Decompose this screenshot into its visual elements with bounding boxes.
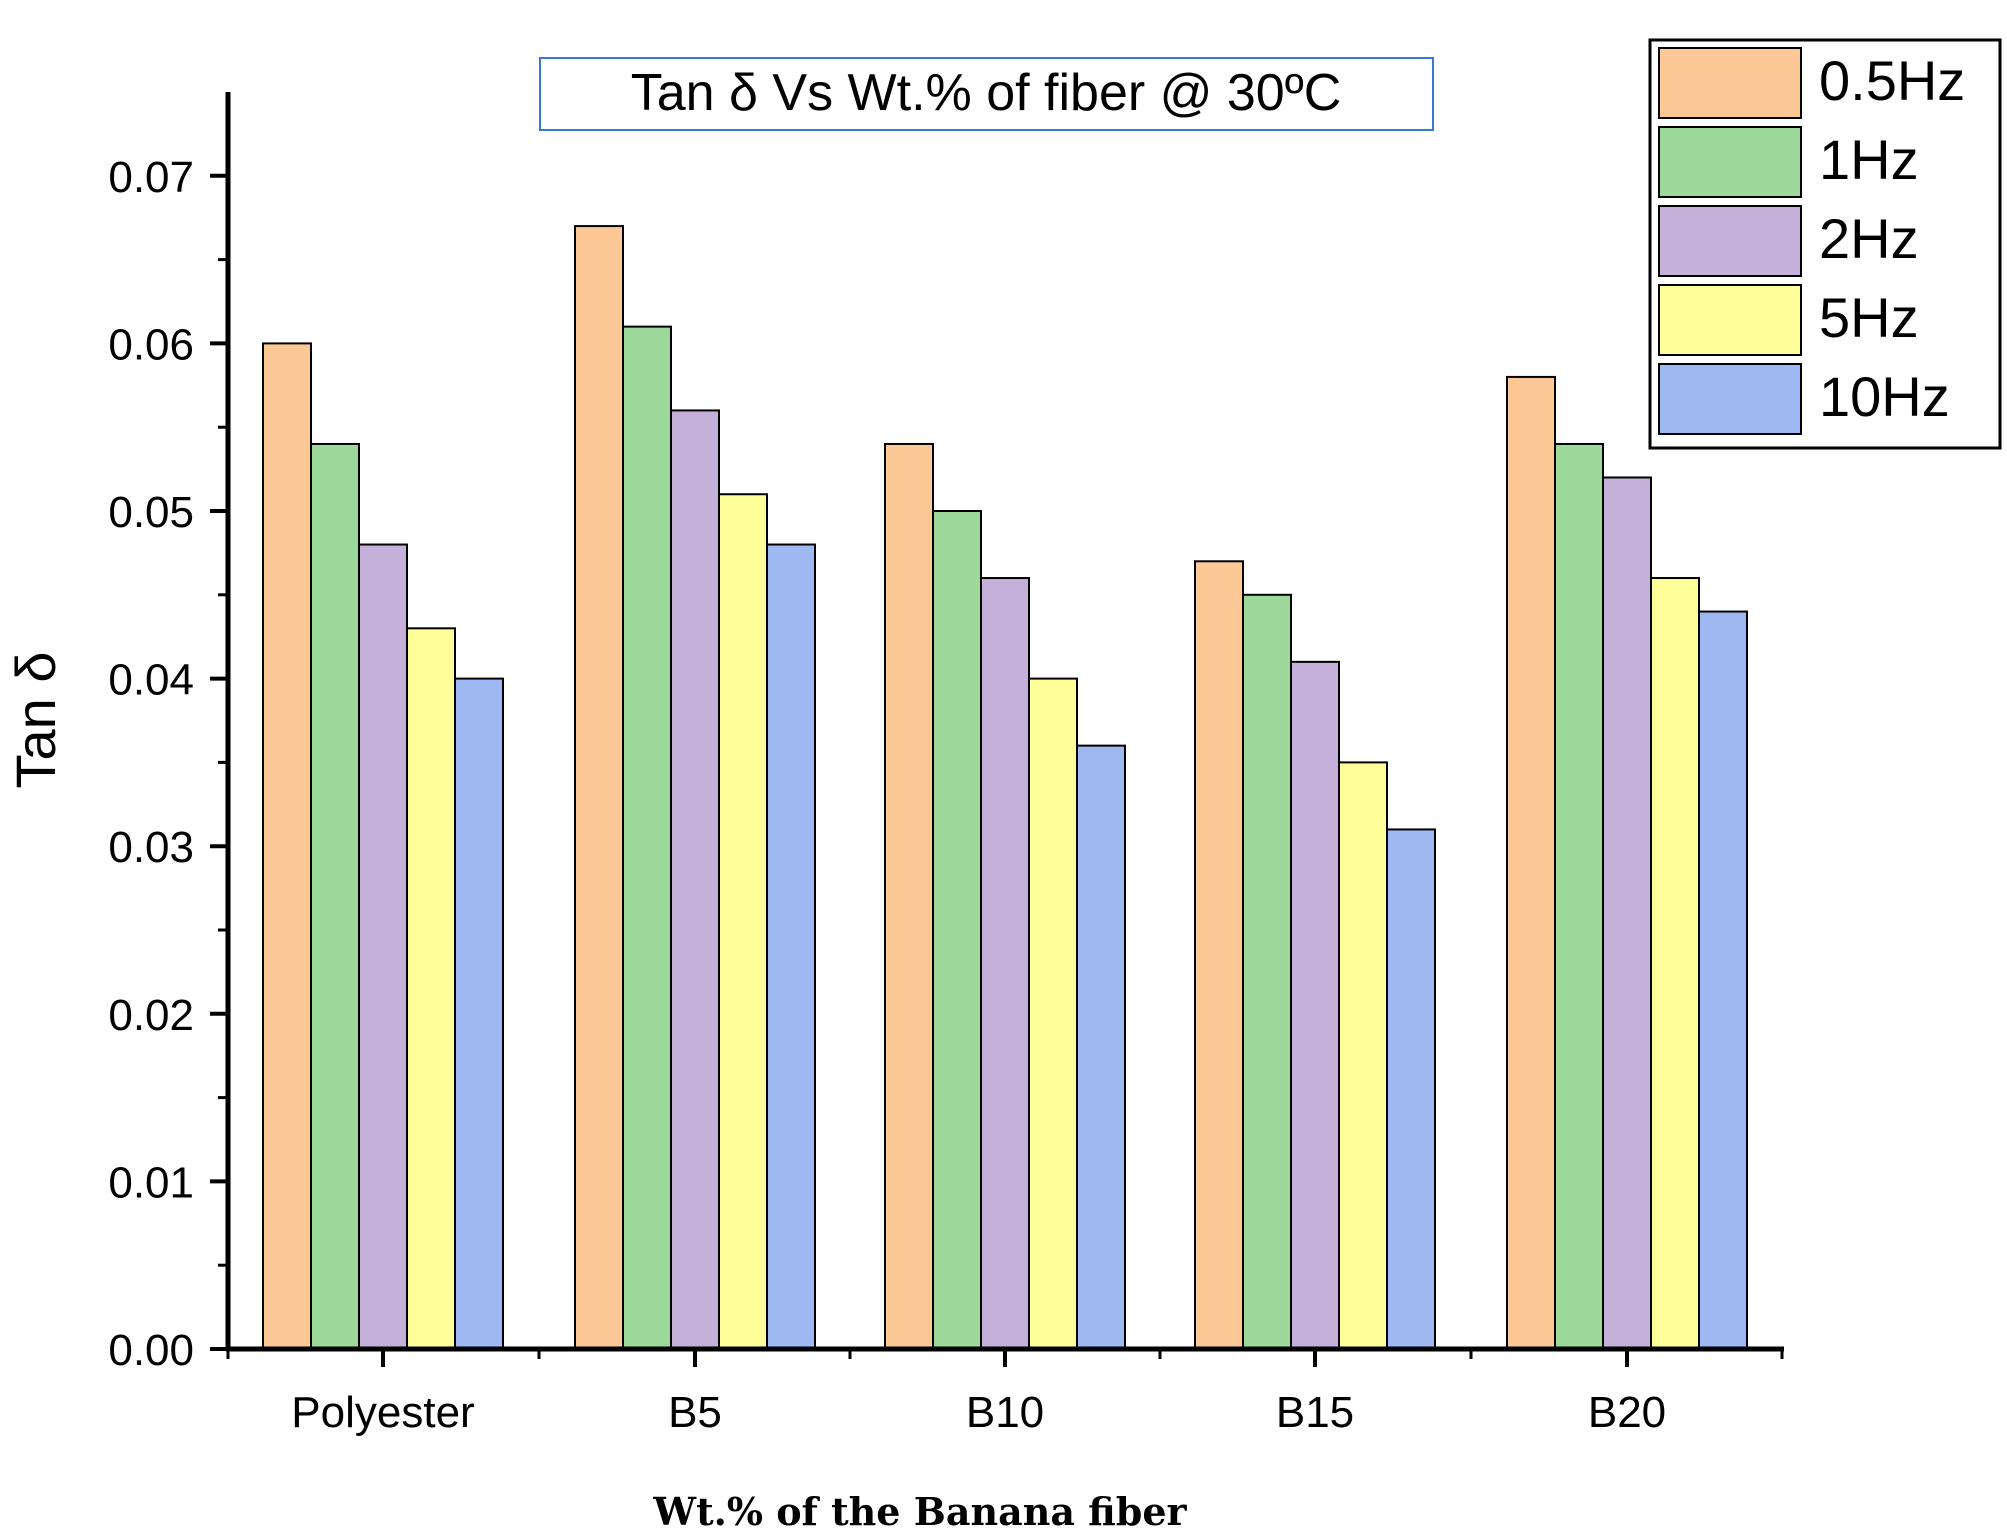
bars-layer xyxy=(262,225,1748,1351)
legend-label: 5Hz xyxy=(1819,286,1919,349)
bar-b20-10hz xyxy=(1698,610,1748,1350)
x-tick-label: B20 xyxy=(1588,1388,1666,1437)
legend-swatch-2hz xyxy=(1658,205,1802,277)
bar-b5-2hz xyxy=(670,409,720,1350)
y-tick-label: 0.01 xyxy=(108,1158,194,1207)
legend-swatch-10hz xyxy=(1658,363,1802,435)
y-tick-label: 0.03 xyxy=(108,823,194,872)
x-tick-label: B10 xyxy=(966,1388,1044,1437)
bar-b15-2hz xyxy=(1290,660,1340,1350)
legend-label: 10Hz xyxy=(1819,365,1950,428)
bar-polyester-5hz xyxy=(406,627,456,1350)
x-tick-label: B15 xyxy=(1276,1388,1354,1437)
bar-b10-1hz xyxy=(932,510,982,1350)
bar-polyester-10hz xyxy=(454,677,504,1350)
legend-swatch-0-5hz xyxy=(1658,47,1802,119)
bar-b20-0-5hz xyxy=(1506,375,1556,1351)
y-tick-label: 0.04 xyxy=(108,656,194,705)
y-axis-label: Tan δ xyxy=(4,651,67,788)
x-ticks: Polyester B5 B10 B15 B20 xyxy=(226,1349,1784,1437)
bar-b10-0-5hz xyxy=(884,442,934,1350)
y-tick-label: 0.06 xyxy=(108,320,194,369)
y-ticks: 0.00 0.01 0.02 0.03 0.04 0.05 0.06 0.07 xyxy=(108,153,228,1375)
x-tick-label: B5 xyxy=(668,1388,722,1437)
bar-b10-10hz xyxy=(1076,744,1126,1350)
x-tick-label: Polyester xyxy=(291,1388,474,1437)
bar-b10-2hz xyxy=(980,577,1030,1350)
bar-b10-5hz xyxy=(1028,677,1078,1350)
x-axis-label: Wt.% of the Banana fiber xyxy=(652,1489,1187,1534)
bar-b15-0-5hz xyxy=(1194,560,1244,1350)
legend-label: 1Hz xyxy=(1819,128,1919,191)
y-tick-label: 0.02 xyxy=(108,991,194,1040)
legend-swatch-5hz xyxy=(1658,284,1802,356)
bar-b15-10hz xyxy=(1386,828,1436,1350)
legend: 0.5Hz 1Hz 2Hz 5Hz 10Hz xyxy=(1648,38,2002,450)
bar-b5-1hz xyxy=(622,325,672,1350)
y-tick-label: 0.00 xyxy=(108,1326,194,1375)
bar-b15-1hz xyxy=(1242,593,1292,1350)
y-tick-label: 0.07 xyxy=(108,153,194,202)
bar-polyester-1hz xyxy=(310,442,360,1350)
bar-polyester-2hz xyxy=(358,543,408,1350)
chart-title: Tan δ Vs Wt.% of fiber @ 30ºC xyxy=(539,57,1434,131)
legend-label: 2Hz xyxy=(1819,207,1919,270)
bar-b20-2hz xyxy=(1602,476,1652,1351)
bar-b5-0-5hz xyxy=(574,225,624,1351)
chart-title-text: Tan δ Vs Wt.% of fiber @ 30ºC xyxy=(631,64,1342,122)
title-frame xyxy=(539,57,1434,131)
bar-polyester-0-5hz xyxy=(262,342,312,1350)
bar-b5-5hz xyxy=(718,493,768,1350)
bar-b20-1hz xyxy=(1554,442,1604,1350)
bar-b5-10hz xyxy=(766,543,816,1350)
legend-label: 0.5Hz xyxy=(1819,49,1965,112)
bar-b15-5hz xyxy=(1338,761,1388,1350)
legend-swatch-1hz xyxy=(1658,126,1802,198)
bar-b20-5hz xyxy=(1650,577,1700,1350)
y-tick-label: 0.05 xyxy=(108,488,194,537)
